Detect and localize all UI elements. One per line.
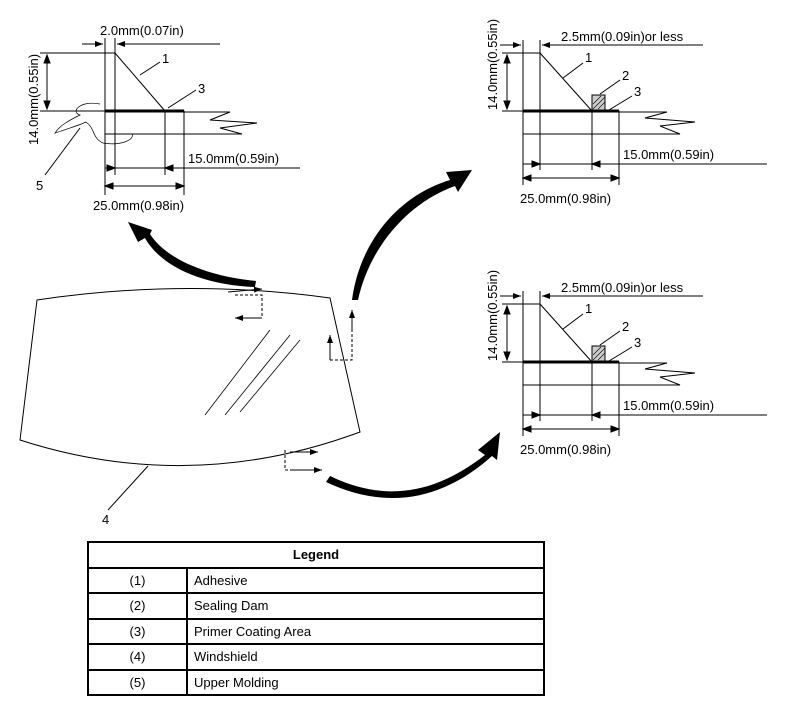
- lower-inner-width-dimension: 15.0mm(0.59in): [623, 398, 714, 413]
- legend-number: (2): [87, 592, 188, 620]
- legend-title: Legend: [87, 541, 545, 569]
- legend-label: Adhesive: [186, 566, 545, 594]
- arrow-to-upper-detail: [128, 222, 256, 287]
- legend-number: (1): [87, 566, 188, 594]
- windshield-outline: [19, 286, 361, 511]
- legend-row: (2) Sealing Dam: [87, 592, 545, 620]
- side-gap-dimension: 2.5mm(0.09in)or less: [561, 29, 684, 44]
- upper-section-detail: [40, 38, 300, 195]
- legend-table: Legend (1) Adhesive (2) Sealing Dam (3) Pri…: [87, 541, 545, 696]
- legend-row: (5) Upper Molding: [87, 668, 545, 696]
- legend-label: Upper Molding: [186, 668, 545, 696]
- callout-2: 2: [622, 319, 629, 334]
- arrow-to-lower-detail: [326, 432, 500, 499]
- lower-section-detail: 2.5mm(0.09in)or less 14.0mm(0.55in) 15.0…: [485, 270, 767, 457]
- lower-outer-width-dimension: 25.0mm(0.98in): [520, 442, 611, 457]
- side-outer-width-dimension: 25.0mm(0.98in): [520, 191, 611, 206]
- legend-label: Primer Coating Area: [186, 617, 545, 645]
- side-height-dimension: 14.0mm(0.55in): [485, 19, 500, 110]
- legend-number: (4): [87, 643, 188, 671]
- arrow-to-side-detail: [352, 170, 472, 300]
- lower-height-dimension: 14.0mm(0.55in): [485, 270, 500, 361]
- upper-height-dimension: 14.0mm(0.55in): [26, 54, 41, 145]
- callout-4: 4: [102, 512, 109, 527]
- legend-row: (4) Windshield: [87, 643, 545, 671]
- legend-number: (5): [87, 668, 188, 696]
- callout-3: 3: [634, 84, 641, 99]
- windshield-installation-diagram: 2.0mm(0.07in) 14.0mm(0.55in) 15.0mm(0.59…: [19, 19, 767, 527]
- callout-5: 5: [36, 178, 43, 193]
- legend-row: (3) Primer Coating Area: [87, 617, 545, 645]
- side-inner-width-dimension: 15.0mm(0.59in): [623, 147, 714, 162]
- callout-1: 1: [585, 301, 592, 316]
- callout-1: 1: [585, 50, 592, 65]
- legend-label: Windshield: [186, 643, 545, 671]
- callout-3: 3: [198, 81, 205, 96]
- upper-outer-width-dimension: 25.0mm(0.98in): [93, 198, 184, 213]
- upper-inner-width-dimension: 15.0mm(0.59in): [188, 151, 279, 166]
- curved-arrows: [128, 170, 500, 499]
- legend-label: Sealing Dam: [186, 592, 545, 620]
- legend-number: (3): [87, 617, 188, 645]
- lower-gap-dimension: 2.5mm(0.09in)or less: [561, 280, 684, 295]
- legend-row: (1) Adhesive: [87, 566, 545, 594]
- callout-2: 2: [622, 68, 629, 83]
- upper-gap-dimension: 2.0mm(0.07in): [100, 23, 184, 38]
- callout-1: 1: [162, 51, 169, 66]
- callout-3: 3: [634, 335, 641, 350]
- side-section-detail: 2.5mm(0.09in)or less 14.0mm(0.55in) 15.0…: [485, 19, 767, 206]
